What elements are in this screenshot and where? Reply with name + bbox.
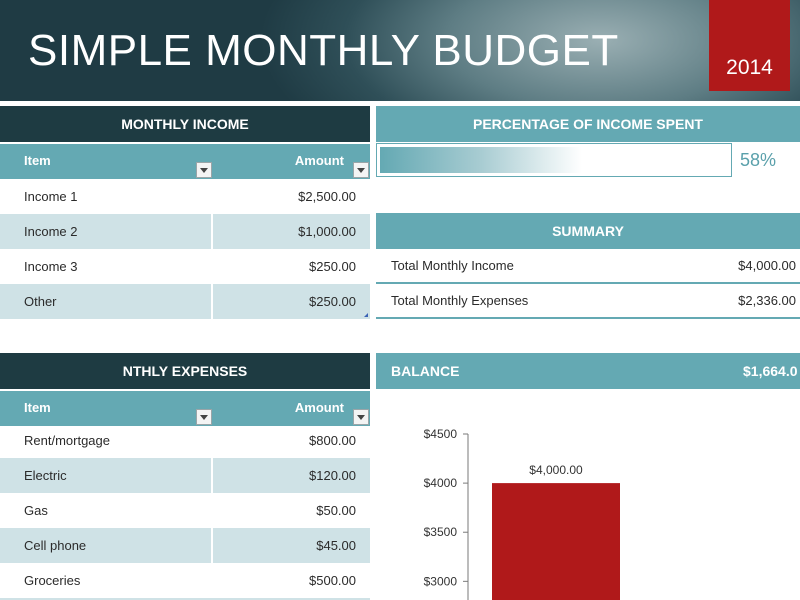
- income-title: MONTHLY INCOME: [121, 116, 249, 132]
- balance-label: BALANCE: [391, 363, 460, 379]
- total-expenses-label: Total Monthly Expenses: [391, 293, 529, 308]
- expense-row-item: Groceries: [24, 573, 81, 588]
- expenses-section-header: NTHLY EXPENSES: [0, 353, 370, 389]
- income-row[interactable]: Income 2 $1,000.00: [0, 214, 370, 249]
- summary-title: SUMMARY: [552, 223, 624, 239]
- income-row-item: Other: [24, 294, 57, 309]
- income-row[interactable]: Income 1 $2,500.00: [0, 179, 370, 214]
- bar-data-label: $4,000.00: [529, 463, 583, 477]
- income-item-filter-dropdown-icon[interactable]: [196, 162, 212, 178]
- expense-row-amount: $500.00: [309, 573, 356, 588]
- income-row-item: Income 3: [24, 259, 78, 274]
- income-row-item: Income 1: [24, 189, 78, 204]
- expenses-column-header: Item Amount: [0, 391, 370, 426]
- income-amount-filter-dropdown-icon[interactable]: [353, 162, 369, 178]
- income-row-amount: $2,500.00: [298, 189, 356, 204]
- expense-row-item: Rent/mortgage: [24, 433, 110, 448]
- expense-row[interactable]: Rent/mortgage $800.00: [0, 423, 370, 458]
- expenses-item-filter-dropdown-icon[interactable]: [196, 409, 212, 425]
- cell-divider: [211, 284, 213, 319]
- expenses-item-header: Item: [24, 400, 51, 415]
- balance-bar: BALANCE: [376, 353, 800, 389]
- table-resize-handle[interactable]: [364, 313, 368, 317]
- y-tick-label: $3000: [424, 574, 458, 588]
- expenses-amount-header: Amount: [294, 400, 344, 415]
- income-item-header: Item: [24, 153, 51, 168]
- income-row[interactable]: Other $250.00: [0, 284, 370, 319]
- cell-divider: [211, 528, 213, 563]
- y-tick-label: $4000: [424, 476, 458, 490]
- y-tick-label: $3500: [424, 525, 458, 539]
- expense-row-item: Electric: [24, 468, 67, 483]
- income-column-header: Item Amount: [0, 144, 370, 179]
- page-title: SIMPLE MONTHLY BUDGET: [28, 26, 619, 75]
- expense-row-item: Gas: [24, 503, 48, 518]
- expense-row[interactable]: Electric $120.00: [0, 458, 370, 493]
- income-row-amount: $250.00: [309, 294, 356, 309]
- total-income-label: Total Monthly Income: [391, 258, 514, 273]
- cell-divider: [211, 214, 213, 249]
- balance-value: $1,664.0: [743, 363, 798, 379]
- table-bottom-rule: [0, 598, 370, 600]
- income-row[interactable]: Income 3 $250.00: [0, 249, 370, 284]
- progress-fill: [380, 147, 582, 173]
- expense-row[interactable]: Cell phone $45.00: [0, 528, 370, 563]
- percentage-progress-bar: [376, 143, 732, 177]
- expense-row[interactable]: Gas $50.00: [0, 493, 370, 528]
- year-badge: 2014: [709, 0, 790, 91]
- summary-section-header: SUMMARY: [376, 213, 800, 249]
- expense-row-amount: $800.00: [309, 433, 356, 448]
- percentage-section-header: PERCENTAGE OF INCOME SPENT: [376, 106, 800, 142]
- bar-total-income: [492, 483, 620, 600]
- summary-income-row: Total Monthly Income $4,000.00: [376, 249, 800, 284]
- percentage-value: 58%: [740, 150, 777, 170]
- expense-row[interactable]: Groceries $500.00: [0, 563, 370, 598]
- income-expense-chart: $4500 $4000 $3500 $3000 $4,000.00: [424, 427, 620, 600]
- total-expenses-value: $2,336.00: [738, 293, 796, 308]
- percentage-title: PERCENTAGE OF INCOME SPENT: [473, 116, 703, 132]
- income-row-amount: $250.00: [309, 259, 356, 274]
- total-income-value: $4,000.00: [738, 258, 796, 273]
- cell-divider: [211, 458, 213, 493]
- header-banner: SIMPLE MONTHLY BUDGET: [0, 0, 800, 101]
- expense-row-item: Cell phone: [24, 538, 87, 553]
- expense-row-amount: $45.00: [316, 538, 356, 553]
- year-label: 2014: [726, 56, 773, 79]
- expense-row-amount: $120.00: [309, 468, 356, 483]
- income-amount-header: Amount: [294, 153, 344, 168]
- expenses-title: NTHLY EXPENSES: [122, 363, 248, 379]
- expense-row-amount: $50.00: [316, 503, 356, 518]
- income-section-header: MONTHLY INCOME: [0, 106, 370, 142]
- summary-expenses-row: Total Monthly Expenses $2,336.00: [376, 284, 800, 319]
- income-row-item: Income 2: [24, 224, 78, 239]
- y-tick-label: $4500: [424, 427, 458, 441]
- income-row-amount: $1,000.00: [298, 224, 356, 239]
- expenses-amount-filter-dropdown-icon[interactable]: [353, 409, 369, 425]
